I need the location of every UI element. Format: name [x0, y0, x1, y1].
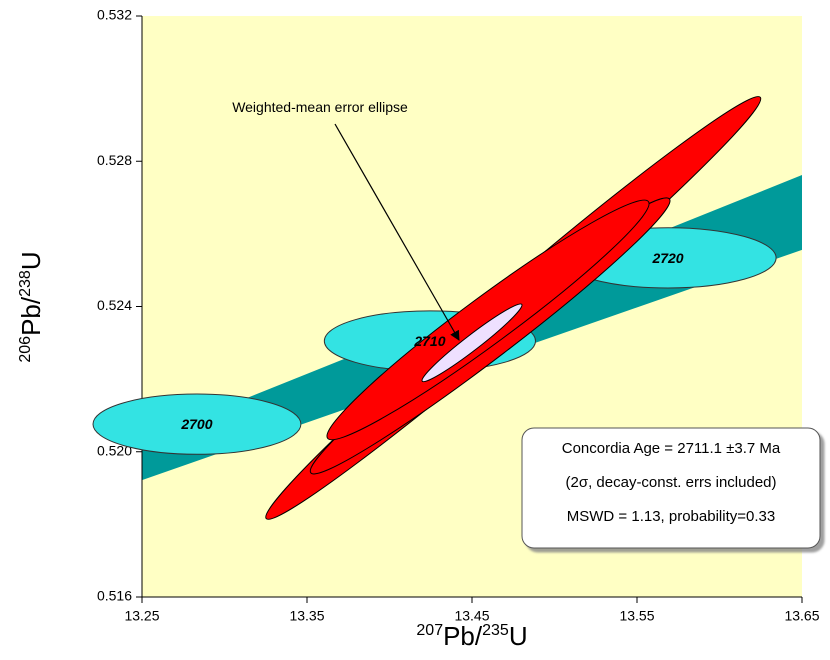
annotation-group: Weighted-mean error ellipse	[232, 99, 460, 341]
annotation-arrow	[334, 123, 460, 341]
axis-label-superscript: 235	[482, 622, 509, 639]
data-ellipse	[326, 199, 650, 441]
y-tick-label: 0.532	[97, 7, 132, 23]
axis-label-superscript: 207	[416, 622, 443, 639]
y-tick-label: 0.524	[97, 297, 132, 313]
age-ellipse	[92, 393, 302, 455]
x-tick-label: 13.55	[619, 608, 654, 624]
result-line: (2σ, decay-const. errs included)	[565, 474, 776, 491]
y-tick-label: 0.520	[97, 442, 132, 458]
annotation: Weighted-mean error ellipse	[232, 99, 408, 115]
result-box-frame	[521, 427, 821, 549]
axis-label-part: U	[509, 621, 528, 651]
axis-label-part: Pb/	[443, 621, 483, 651]
axis-label-part: Pb/	[16, 296, 46, 336]
x-axis-label: 207Pb/235U	[416, 621, 527, 651]
age-label: 2710	[413, 333, 445, 349]
axis-label-superscript: 206	[17, 336, 34, 363]
x-tick-label: 13.35	[289, 608, 324, 624]
axis-label-part: U	[16, 251, 46, 270]
y-axis-label: 206Pb/238U	[16, 251, 46, 362]
mean-ellipse	[421, 303, 523, 383]
age-label: 2720	[651, 250, 683, 266]
y-tick-label: 0.516	[97, 588, 132, 604]
y-tick-label: 0.528	[97, 152, 132, 168]
x-tick-label: 13.25	[124, 608, 159, 624]
result-box: Concordia Age = 2711.1 ±3.7 Ma (2σ, decay…	[521, 427, 821, 549]
age-label: 2700	[180, 416, 212, 432]
x-tick-label: 13.45	[454, 608, 489, 624]
result-line: Concordia Age = 2711.1 ±3.7 Ma	[562, 440, 781, 457]
x-tick-label: 13.65	[784, 608, 819, 624]
result-line: MSWD = 1.13, probability=0.33	[567, 508, 775, 525]
axis-label-superscript: 238	[17, 270, 34, 297]
